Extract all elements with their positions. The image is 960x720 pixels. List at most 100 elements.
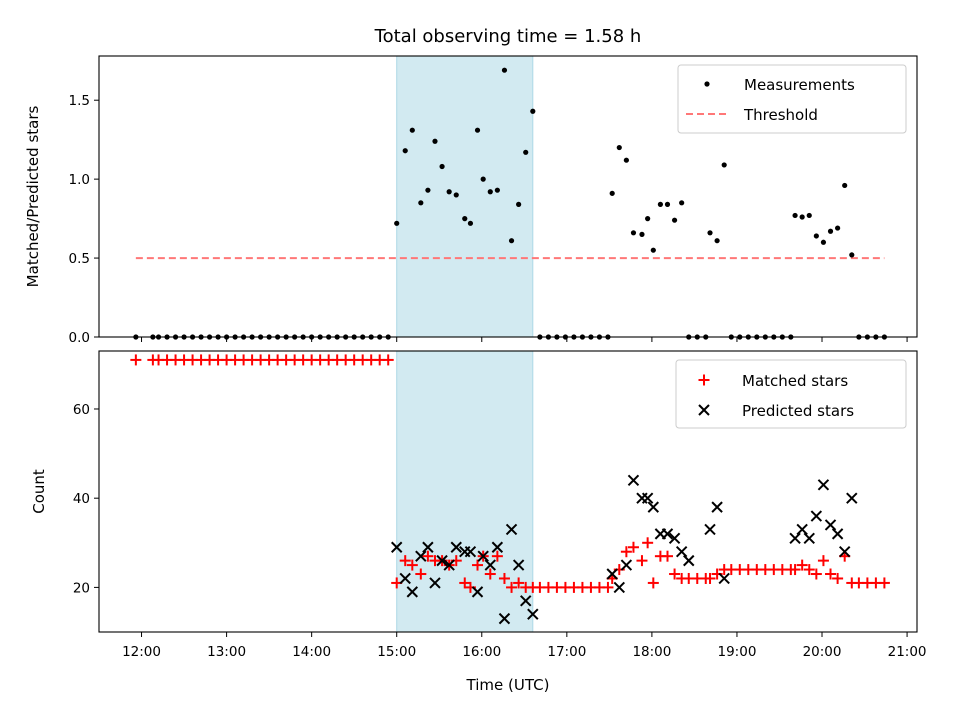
measurement-point <box>402 148 408 154</box>
matched-point <box>810 568 822 580</box>
predicted-point <box>796 523 808 536</box>
measurement-point <box>799 214 805 220</box>
matched-point <box>506 581 518 593</box>
x-tick-label: 16:00 <box>462 644 501 660</box>
ratio-y-ticks: 0.0 0.5 1.0 1.5 <box>69 93 99 346</box>
count-y-ticks: 20 40 60 <box>73 402 99 596</box>
ratio-y-tick-label: 1.0 <box>69 172 90 188</box>
measurement-point <box>721 162 727 168</box>
predicted-point <box>484 559 496 571</box>
matched-point <box>627 541 639 553</box>
ratio-panel: 0.0 0.5 1.0 1.5 Matched/Predicted stars Mea… <box>24 55 918 346</box>
x-tick-label: 20:00 <box>803 644 842 660</box>
ratio-y-tick-label: 1.5 <box>69 93 90 109</box>
predicted-point <box>491 541 504 553</box>
matched-point <box>636 555 648 567</box>
measurement-point <box>842 182 848 189</box>
measurement-point <box>432 138 438 144</box>
measurement-point <box>480 176 486 182</box>
predicted-point <box>464 546 477 558</box>
matched-point <box>704 572 716 584</box>
predicted-point <box>647 501 660 513</box>
predicted-point <box>668 532 681 545</box>
matched-point <box>832 572 844 584</box>
matched-point <box>789 564 801 576</box>
matched-point <box>459 577 471 589</box>
ratio-y-tick-label: 0.0 <box>69 330 90 346</box>
count-x-ticks: 12:00 13:00 14:00 15:00 16:00 17:00 18:00 19:00… <box>122 632 927 660</box>
measurement-point <box>494 187 500 193</box>
predicted-point <box>810 510 823 522</box>
matched-point <box>491 550 503 562</box>
predicted-point <box>675 546 688 558</box>
matched-point <box>642 537 654 549</box>
matched-point <box>817 555 829 567</box>
measurement-point <box>820 239 827 245</box>
ratio-x-ticks <box>141 337 908 342</box>
ratio-legend-box <box>677 64 907 134</box>
predicted-point <box>641 492 654 504</box>
measurement-point <box>439 163 445 170</box>
predicted-point <box>505 523 518 536</box>
count-legend: Matched stars Predicted stars <box>675 359 907 429</box>
matched-point <box>803 564 815 576</box>
measurement-point <box>645 216 651 222</box>
x-tick-label: 21:00 <box>888 644 927 660</box>
measurement-point <box>425 187 431 193</box>
matched-point <box>825 568 837 580</box>
predicted-point <box>443 559 455 571</box>
matched-point <box>399 555 411 567</box>
measurement-point <box>474 127 481 133</box>
measurement-point <box>394 220 400 226</box>
predicted-point <box>789 532 801 545</box>
matched-point <box>661 550 673 562</box>
ratio-y-axis-label: Matched/Predicted stars <box>24 106 42 288</box>
predicted-point <box>512 559 525 571</box>
x-tick-label: 12:00 <box>122 644 161 660</box>
measurement-point <box>409 127 415 133</box>
measurement-point <box>671 217 678 223</box>
measurement-point <box>609 190 615 196</box>
matched-point <box>130 354 142 366</box>
observing-window-top <box>396 55 534 338</box>
matched-legend-marker <box>698 374 710 386</box>
matched-legend-glyph <box>698 374 710 386</box>
predicted-point <box>520 595 532 607</box>
measurement-point <box>487 189 493 195</box>
measurement-point <box>639 231 645 237</box>
count-panel: 20 40 60 12:00 13:00 14:00 15:00 16:00 17:00 18:… <box>30 350 927 694</box>
x-tick-label: 14:00 <box>292 644 331 660</box>
matched-point <box>382 354 394 366</box>
matched-point <box>484 568 496 580</box>
predicted-point <box>471 586 484 598</box>
matched-point <box>513 577 525 589</box>
chart-title: Total observing time = 1.58 h <box>374 26 642 47</box>
matched-point <box>647 577 659 589</box>
predicted-point <box>718 572 730 585</box>
predicted-point <box>391 541 403 553</box>
x-tick-label: 13:00 <box>207 644 246 660</box>
measurement-point <box>462 216 468 222</box>
predicted-point <box>606 568 618 580</box>
x-tick-label: 18:00 <box>632 644 671 660</box>
predicted-point <box>527 608 539 620</box>
predicted-legend-glyph <box>698 404 710 416</box>
measurement-point <box>508 238 515 244</box>
predicted-point <box>620 559 633 571</box>
matched-point <box>669 568 681 580</box>
measurement-point <box>630 230 637 236</box>
count-y-tick-label: 40 <box>73 491 90 507</box>
measurement-point <box>813 233 819 239</box>
predicted-point <box>846 492 858 504</box>
measurement-point <box>623 157 629 163</box>
ratio-axes-frame <box>98 55 918 338</box>
measurements-legend-label: Measurements <box>744 76 855 94</box>
predicted-point <box>831 528 844 540</box>
predicted-point <box>661 528 674 540</box>
predicted-point <box>704 523 716 536</box>
predicted-point <box>498 612 511 625</box>
predicted-point <box>429 577 441 589</box>
count-y-tick-label: 20 <box>73 580 90 596</box>
predicted-point <box>415 550 427 562</box>
count-y-axis-label: Count <box>30 469 48 514</box>
